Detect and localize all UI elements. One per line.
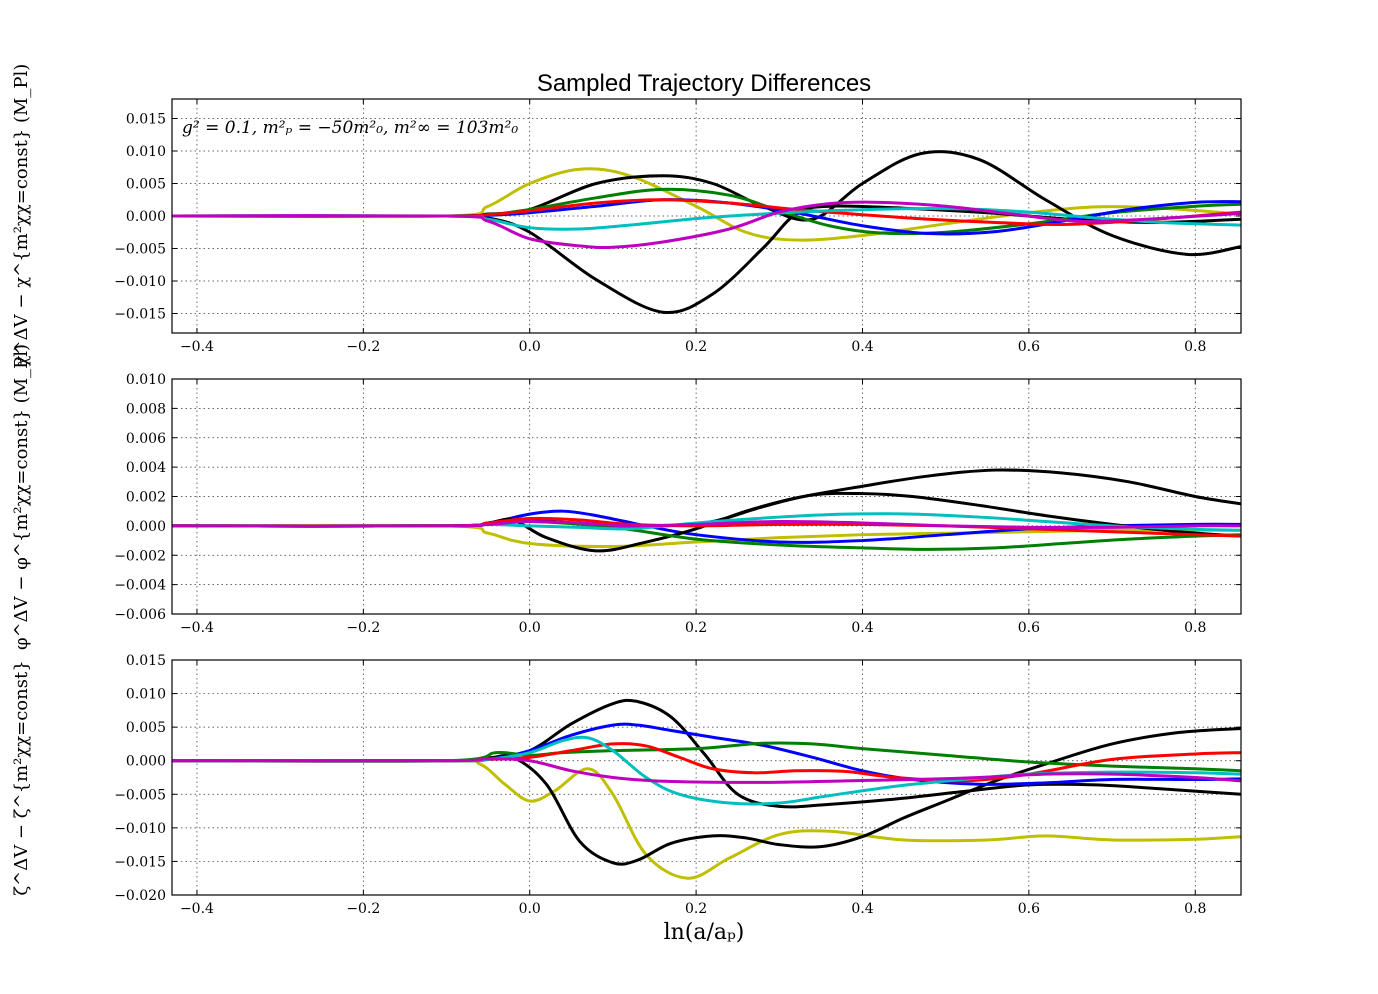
y-tick-label: −0.004 xyxy=(114,578,166,594)
zeta-series-line-7 xyxy=(172,757,1241,784)
chi-series-line-1 xyxy=(172,150,1241,257)
chi-series-line-0 xyxy=(172,167,1241,242)
x-tick-label: 0.4 xyxy=(851,620,873,636)
x-tick-label: −0.2 xyxy=(346,620,380,636)
y-tick-label: 0.006 xyxy=(126,431,166,447)
y-tick-label: −0.006 xyxy=(114,607,166,623)
y-tick-label: −0.015 xyxy=(114,307,166,323)
panel-phi: −0.4 −0.2 0.0 0.2 0.4 0.6 0.8 −0.006 −0.004 −0.00… xyxy=(114,372,1242,636)
y-tick-label: −0.010 xyxy=(114,821,166,837)
y-tick-label: 0.004 xyxy=(126,460,166,476)
y-tick-label: 0.010 xyxy=(126,687,166,703)
x-tick-label: 0.6 xyxy=(1018,339,1040,355)
x-tick-label: −0.2 xyxy=(346,339,380,355)
x-tick-label: 0.2 xyxy=(685,339,707,355)
x-tick-label: 0.8 xyxy=(1184,620,1206,636)
y-tick-label: 0.002 xyxy=(126,490,166,506)
parameter-annotation: g² = 0.1, m²ₚ = −50m²₀, m²∞ = 103m²₀ xyxy=(182,118,518,138)
y-tick-label: −0.005 xyxy=(114,787,166,803)
series-group xyxy=(172,698,1241,880)
y-tick-label: 0.005 xyxy=(126,720,166,736)
phi-series-line-7 xyxy=(172,519,1241,530)
plot-frame xyxy=(171,659,1242,896)
x-tick-label: 0.6 xyxy=(1018,620,1040,636)
series-group xyxy=(172,150,1241,315)
y-tick-label: 0.000 xyxy=(126,209,166,225)
x-tick-label: −0.4 xyxy=(180,339,214,355)
ylabel-chi: χ^ΔV − χ^{m²χχ=const} (M_Pl) xyxy=(11,64,32,367)
panel-chi: −0.4 −0.2 0.0 0.2 0.4 0.6 0.8 −0.015 −0.010 −0.00… xyxy=(114,98,1242,355)
chi-series-line-5 xyxy=(172,198,1241,226)
plot-frame xyxy=(171,378,1242,615)
x-tick-label: 0.6 xyxy=(1018,901,1040,917)
y-tick-label: 0.000 xyxy=(126,519,166,535)
x-tick-label: 0.2 xyxy=(685,620,707,636)
series-group xyxy=(172,468,1241,553)
y-tick-label: −0.020 xyxy=(114,888,166,904)
y-tick-label: 0.000 xyxy=(126,754,166,770)
x-tick-label: 0.2 xyxy=(685,901,707,917)
y-tick-label: 0.010 xyxy=(126,372,166,388)
y-tick-label: −0.015 xyxy=(114,854,166,870)
y-tick-label: 0.008 xyxy=(126,401,166,417)
y-tick-label: 0.010 xyxy=(126,144,166,160)
x-tick-label: −0.4 xyxy=(180,901,214,917)
plot-frame xyxy=(171,98,1242,334)
x-tick-label: 0.0 xyxy=(519,620,541,636)
x-tick-label: 0.4 xyxy=(851,901,873,917)
x-tick-label: 0.8 xyxy=(1184,339,1206,355)
x-tick-label: −0.4 xyxy=(180,620,214,636)
x-tick-label: 0.4 xyxy=(851,339,873,355)
chart-title: Sampled Trajectory Differences xyxy=(537,70,871,97)
y-tick-label: −0.010 xyxy=(114,274,166,290)
x-tick-label: 0.0 xyxy=(519,901,541,917)
chi-series-line-7 xyxy=(172,200,1241,249)
y-tick-label: 0.005 xyxy=(126,177,166,193)
y-tick-label: −0.002 xyxy=(114,548,166,564)
xlabel: ln(a/aₚ) xyxy=(664,920,745,945)
ylabel-phi: φ^ΔV − φ^{m²χχ=const} (M_Pl) xyxy=(11,344,32,650)
panel-zeta: −0.4 −0.2 0.0 0.2 0.4 0.6 0.8 −0.020 −0.015 −0.01… xyxy=(114,653,1242,917)
zeta-series-line-0 xyxy=(172,758,1241,880)
x-tick-label: 0.8 xyxy=(1184,901,1206,917)
y-tick-label: 0.015 xyxy=(126,112,166,128)
x-tick-label: 0.0 xyxy=(519,339,541,355)
ylabel-zeta: ζ^ΔV − ζ^{m²χχ=const} xyxy=(11,660,32,895)
x-tick-label: −0.2 xyxy=(346,901,380,917)
y-tick-label: 0.015 xyxy=(126,653,166,669)
y-tick-label: −0.005 xyxy=(114,242,166,258)
